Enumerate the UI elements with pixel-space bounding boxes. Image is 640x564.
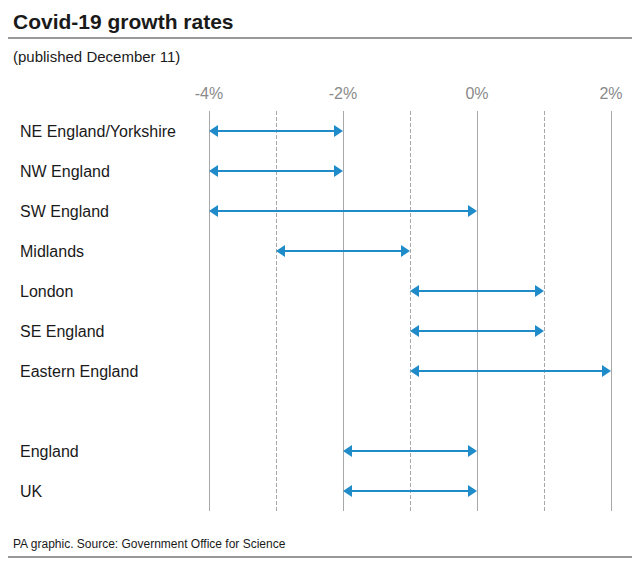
svg-text:SW England: SW England bbox=[20, 203, 109, 220]
svg-text:London: London bbox=[20, 283, 73, 300]
svg-text:(published December 11): (published December 11) bbox=[13, 48, 180, 65]
svg-text:Eastern England: Eastern England bbox=[20, 363, 138, 380]
svg-text:SE England: SE England bbox=[20, 323, 105, 340]
svg-text:2%: 2% bbox=[599, 85, 622, 102]
svg-text:Covid-19 growth rates: Covid-19 growth rates bbox=[13, 10, 234, 33]
svg-text:NE England/Yorkshire: NE England/Yorkshire bbox=[20, 123, 176, 140]
svg-text:NW England: NW England bbox=[20, 163, 110, 180]
svg-text:England: England bbox=[20, 443, 79, 460]
svg-text:-2%: -2% bbox=[329, 85, 357, 102]
svg-text:Midlands: Midlands bbox=[20, 243, 84, 260]
svg-text:PA graphic. Source: Government: PA graphic. Source: Government Office fo… bbox=[13, 537, 286, 551]
svg-text:UK: UK bbox=[20, 483, 43, 500]
svg-text:-4%: -4% bbox=[195, 85, 223, 102]
svg-text:0%: 0% bbox=[465, 85, 488, 102]
